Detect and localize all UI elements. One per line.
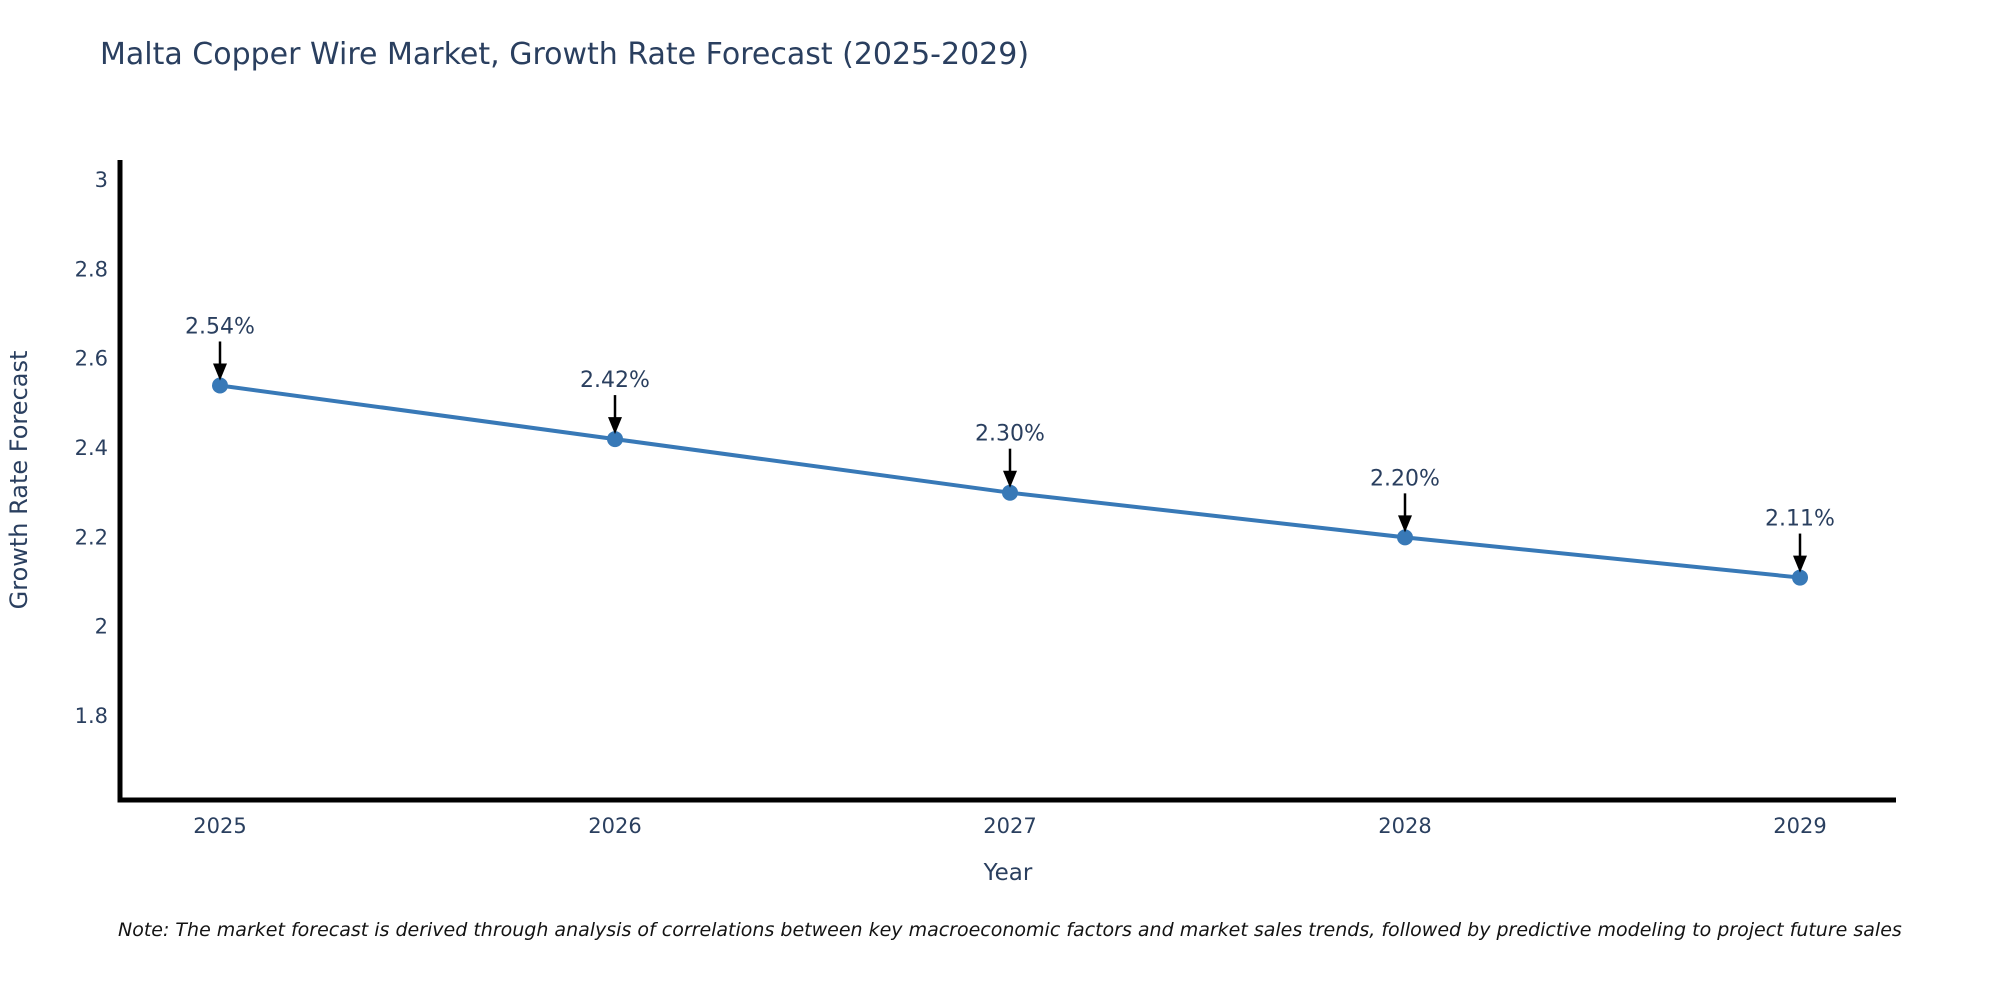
- point-label: 2.30%: [975, 422, 1045, 447]
- annotation-arrowhead-icon: [1003, 470, 1017, 488]
- annotation-arrowhead-icon: [1398, 515, 1412, 533]
- data-point-marker: [1002, 484, 1018, 501]
- x-tick-label: 2026: [588, 814, 641, 838]
- data-point-marker: [1792, 569, 1808, 586]
- y-axis-title: Growth Rate Forecast: [5, 351, 33, 610]
- annotation-arrowhead-icon: [1793, 555, 1807, 573]
- x-tick-label: 2028: [1378, 814, 1431, 838]
- footnote: Note: The market forecast is derived thr…: [118, 919, 1902, 941]
- x-tick-label: 2027: [983, 814, 1036, 838]
- data-point-marker: [1397, 529, 1413, 546]
- y-tick-label: 2: [95, 615, 108, 639]
- x-axis-title: Year: [983, 860, 1033, 886]
- y-tick-label: 2.8: [75, 257, 108, 281]
- y-tick-label: 2.2: [75, 525, 108, 549]
- data-point-marker: [212, 377, 228, 394]
- x-tick-label: 2029: [1773, 814, 1826, 838]
- y-tick-label: 2.6: [75, 347, 108, 371]
- point-label: 2.20%: [1370, 466, 1440, 491]
- point-label: 2.54%: [185, 314, 255, 339]
- point-label: 2.42%: [580, 368, 650, 393]
- data-point-marker: [607, 431, 623, 448]
- annotation-arrowhead-icon: [213, 363, 227, 381]
- chart-title: Malta Copper Wire Market, Growth Rate Fo…: [100, 37, 1030, 72]
- y-tick-label: 1.8: [75, 704, 108, 728]
- y-tick-label: 2.4: [75, 436, 108, 460]
- x-tick-label: 2025: [193, 814, 246, 838]
- point-label: 2.11%: [1765, 507, 1835, 532]
- annotation-arrowhead-icon: [608, 417, 622, 435]
- y-tick-label: 3: [95, 168, 108, 192]
